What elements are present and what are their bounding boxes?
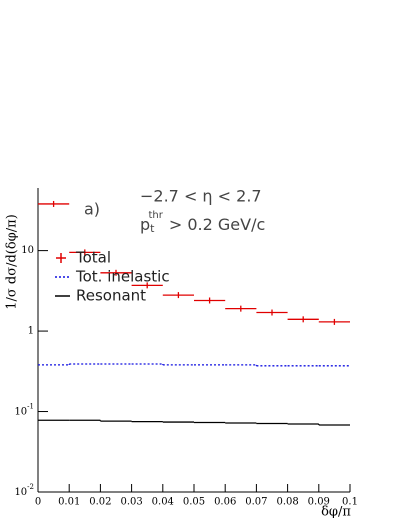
- data-point: [318, 318, 350, 325]
- x-tick-label: 0.09: [308, 497, 330, 508]
- x-tick-label: 0.07: [245, 497, 267, 508]
- data-point: [225, 305, 257, 312]
- pt-cut-sub: t: [150, 222, 155, 235]
- data-point: [287, 316, 319, 323]
- x-tick-label: 0: [35, 497, 41, 508]
- x-tick-label: 0.06: [214, 497, 236, 508]
- x-tick-label: 0.1: [342, 497, 358, 508]
- y-tick-label: 10-2: [14, 483, 34, 498]
- pt-cut-rest: > 0.2 GeV/c: [169, 215, 265, 234]
- data-point: [100, 269, 132, 276]
- pt-cut-p: p: [140, 215, 150, 234]
- x-tick-label: 0.02: [89, 497, 111, 508]
- legend-label: Tot. inelastic: [75, 268, 170, 286]
- pt-cut-sup: thr: [148, 210, 163, 221]
- data-point: [162, 292, 194, 299]
- pt-cut: ptthr > 0.2 GeV/c: [140, 210, 265, 235]
- legend-label: Total: [75, 249, 111, 267]
- x-tick-label: 0.05: [183, 497, 205, 508]
- x-tick-label: 0.01: [58, 497, 80, 508]
- data-point: [131, 282, 163, 289]
- panel-label: a): [84, 200, 100, 219]
- y-tick-label: 10-1: [14, 403, 34, 418]
- y-tick-base: 10: [14, 406, 27, 417]
- y-tick-label: 1: [28, 326, 34, 337]
- x-axis-title: δφ/π: [321, 505, 351, 520]
- y-tick-exp: -2: [27, 483, 34, 491]
- eta-range: −2.7 < η < 2.7: [140, 187, 262, 206]
- y-tick-exp: -1: [27, 403, 34, 411]
- y-tick-label: 10: [21, 245, 34, 256]
- y-axis-title: 1/σ dσ/d(δφ/π): [5, 214, 20, 310]
- y-tick-base: 10: [14, 487, 27, 498]
- data-point: [256, 309, 288, 316]
- data-point: [194, 297, 226, 304]
- x-tick-label: 0.08: [276, 497, 298, 508]
- x-tick-label: 0.04: [152, 497, 174, 508]
- data-point: [38, 200, 70, 207]
- legend-label: Resonant: [76, 287, 146, 305]
- data-point: [69, 249, 101, 256]
- x-tick-label: 0.03: [120, 497, 142, 508]
